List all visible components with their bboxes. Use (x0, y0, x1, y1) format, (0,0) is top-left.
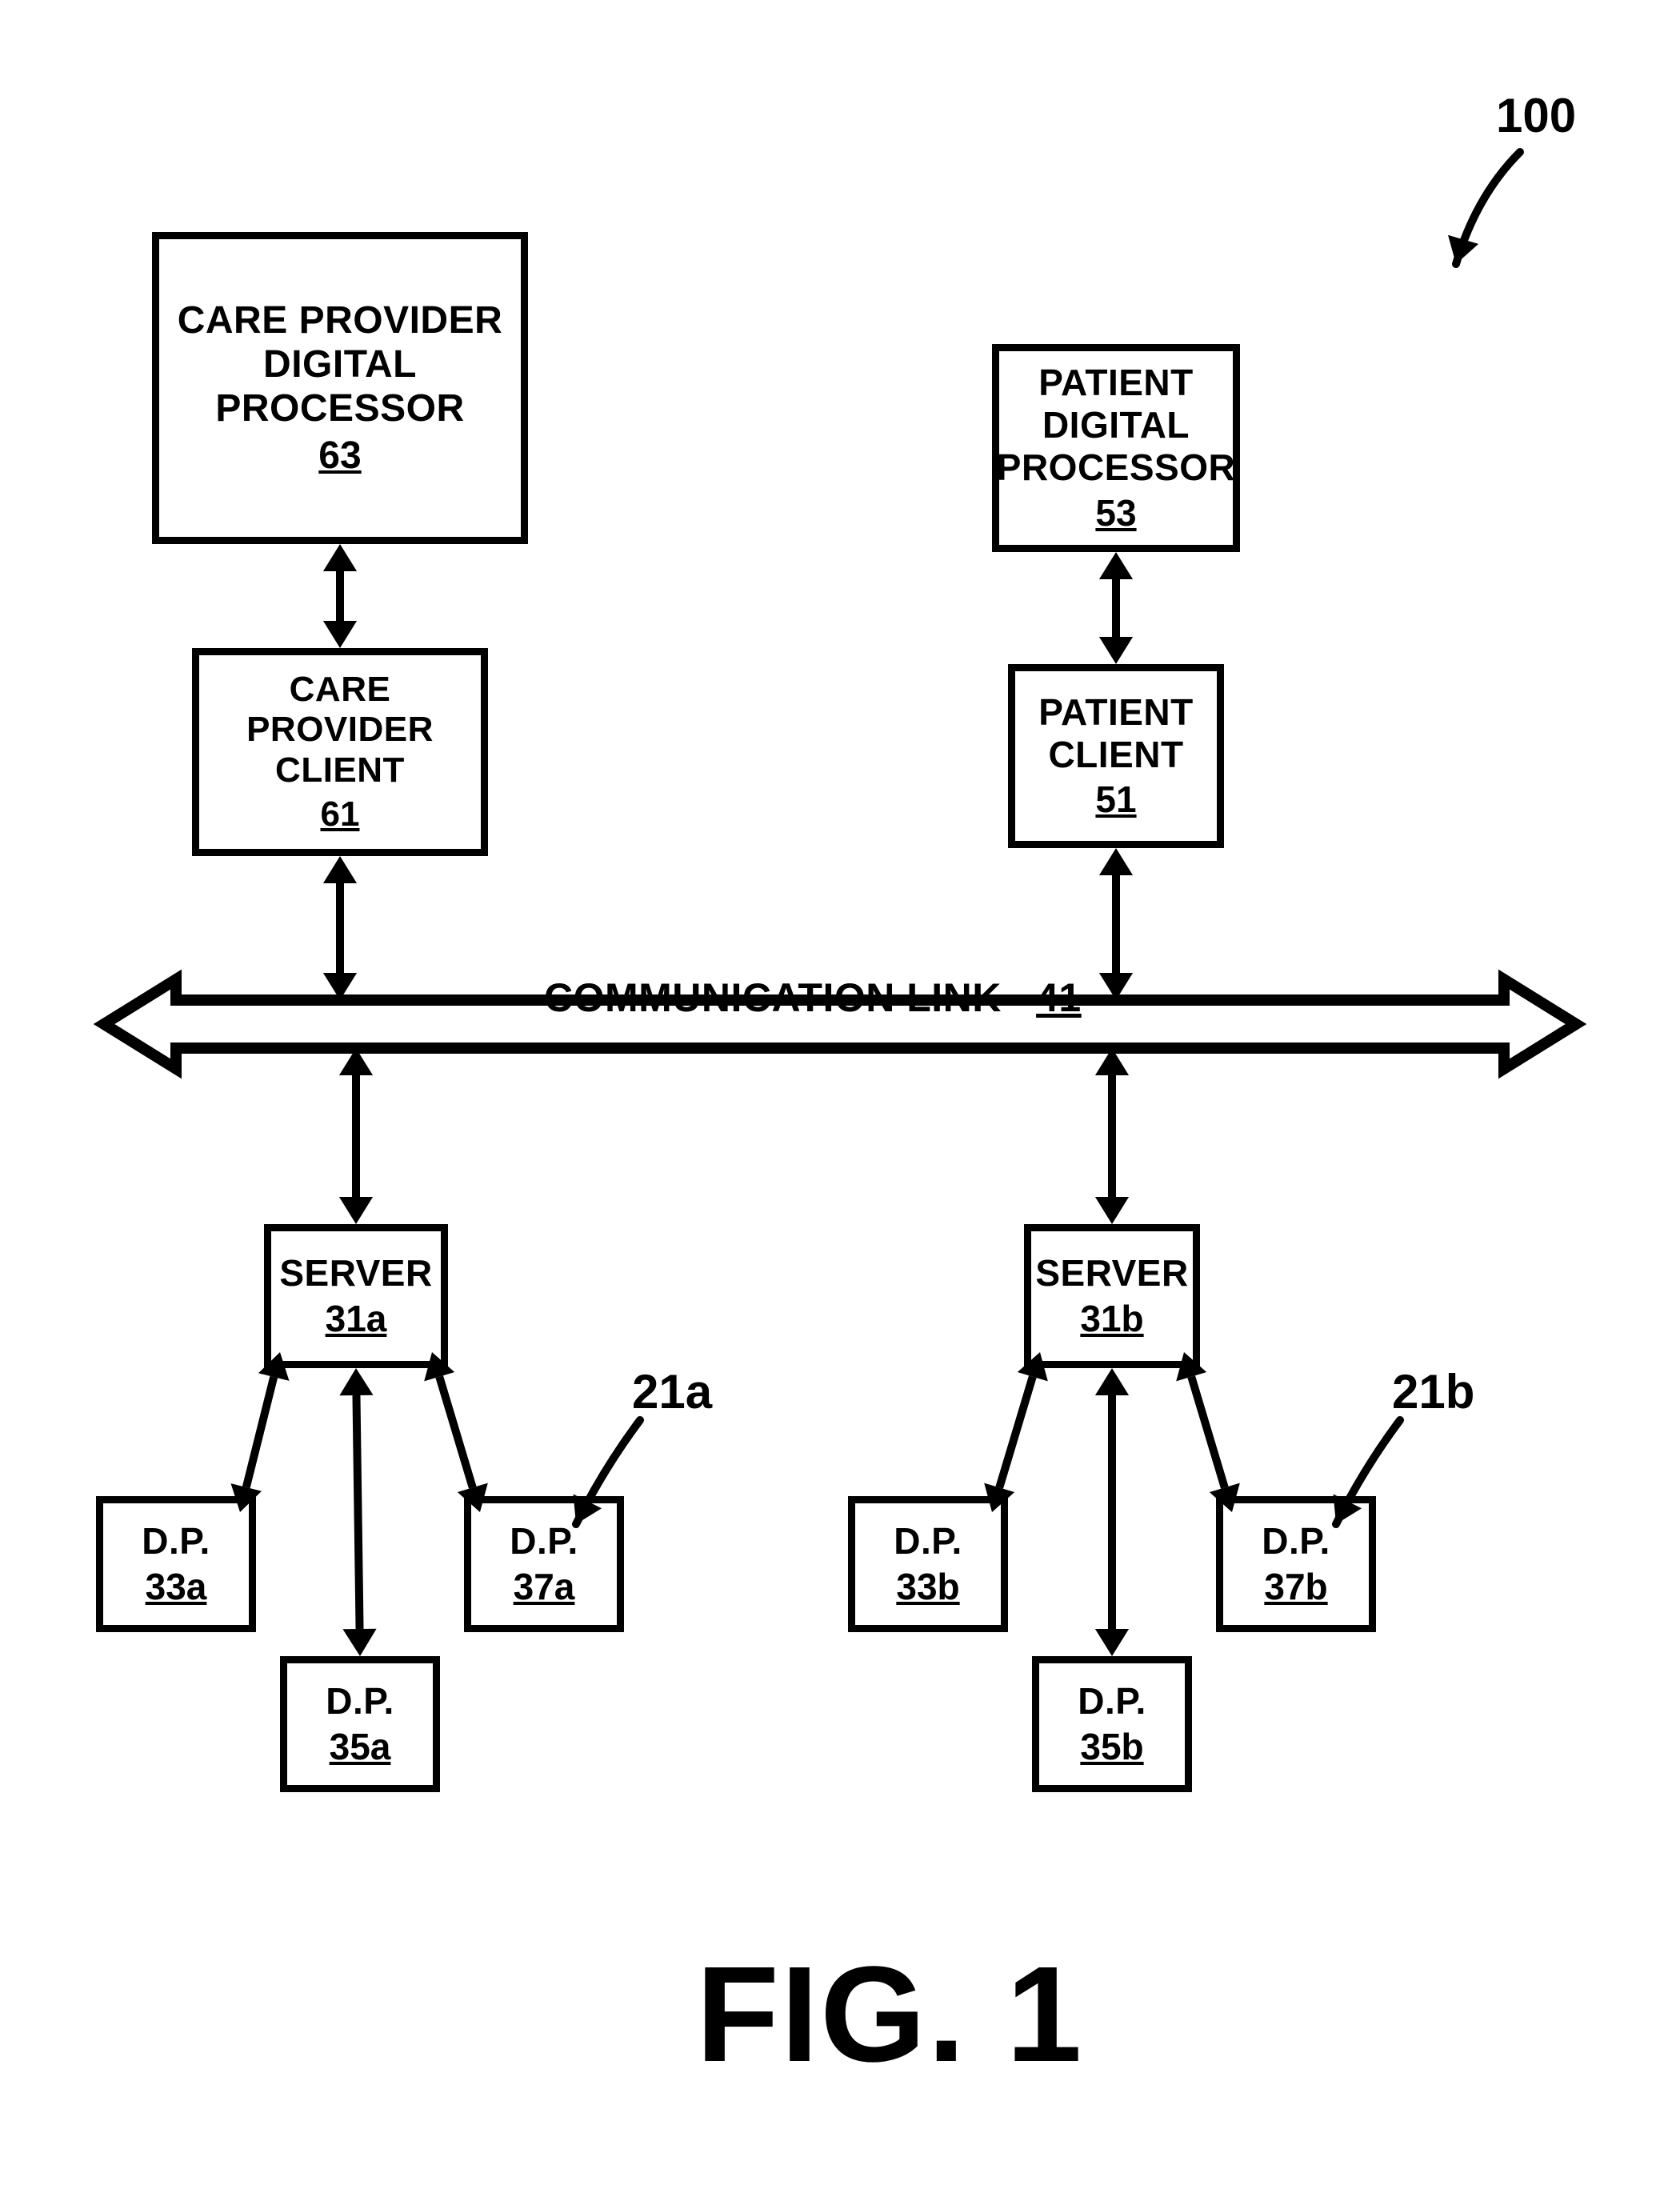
box-label: PATIENT (1038, 362, 1193, 404)
box-label: SERVER (1035, 1252, 1188, 1295)
box-dp33b: D.P. 33b (848, 1496, 1008, 1632)
box-label: PROCESSOR (997, 446, 1235, 489)
box-dp37b: D.P. 37b (1216, 1496, 1376, 1632)
box-server-b: SERVER 31b (1024, 1224, 1200, 1368)
box-num: 51 (1095, 778, 1136, 821)
bus-label: COMMUNICATION LINK 41 (544, 974, 1082, 1021)
box-label: D.P. (894, 1520, 962, 1563)
box-label: CARE PROVIDER (199, 670, 481, 750)
box-num: 35b (1080, 1726, 1143, 1768)
box-num: 61 (321, 794, 360, 835)
box-num: 63 (318, 434, 361, 478)
box-care-provider-client: CARE PROVIDER CLIENT 61 (192, 648, 488, 856)
box-patient-client: PATIENT CLIENT 51 (1008, 664, 1224, 848)
box-label: D.P. (510, 1520, 578, 1563)
box-label: CLIENT (1048, 734, 1183, 776)
box-num: 31a (326, 1298, 387, 1340)
box-label: D.P. (1262, 1520, 1330, 1563)
box-dp37a: D.P. 37a (464, 1496, 624, 1632)
box-label: D.P. (142, 1520, 210, 1563)
figure-label: FIG. 1 (696, 1936, 1083, 2093)
ref-cluster-a: 21a (632, 1364, 712, 1419)
box-label: SERVER (279, 1252, 432, 1295)
box-dp33a: D.P. 33a (96, 1496, 256, 1632)
box-num: 35a (330, 1726, 391, 1768)
box-server-a: SERVER 31a (264, 1224, 448, 1368)
box-num: 53 (1095, 492, 1136, 534)
box-num: 31b (1080, 1298, 1143, 1340)
box-num: 37b (1264, 1566, 1327, 1608)
box-label: DIGITAL (263, 342, 417, 386)
box-label: D.P. (326, 1680, 394, 1723)
box-care-provider-processor: CARE PROVIDER DIGITAL PROCESSOR 63 (152, 232, 528, 544)
box-dp35b: D.P. 35b (1032, 1656, 1192, 1792)
box-label: PATIENT (1038, 691, 1193, 734)
box-label: PROCESSOR (215, 386, 464, 430)
box-num: 33a (146, 1566, 207, 1608)
bus-label-num: 41 (1036, 975, 1082, 1020)
box-num: 37a (514, 1566, 575, 1608)
box-label: DIGITAL (1042, 404, 1190, 446)
box-num: 33b (896, 1566, 959, 1608)
ref-system: 100 (1496, 88, 1576, 143)
box-label: D.P. (1078, 1680, 1146, 1723)
ref-cluster-b: 21b (1392, 1364, 1474, 1419)
box-label: CLIENT (275, 750, 405, 791)
diagram-canvas: COMMUNICATION LINK 41 100 21a 21b FIG. 1… (0, 0, 1680, 2201)
bus-label-text: COMMUNICATION LINK (544, 975, 1002, 1020)
box-patient-processor: PATIENT DIGITAL PROCESSOR 53 (992, 344, 1240, 552)
box-dp35a: D.P. 35a (280, 1656, 440, 1792)
box-label: CARE PROVIDER (178, 298, 503, 342)
